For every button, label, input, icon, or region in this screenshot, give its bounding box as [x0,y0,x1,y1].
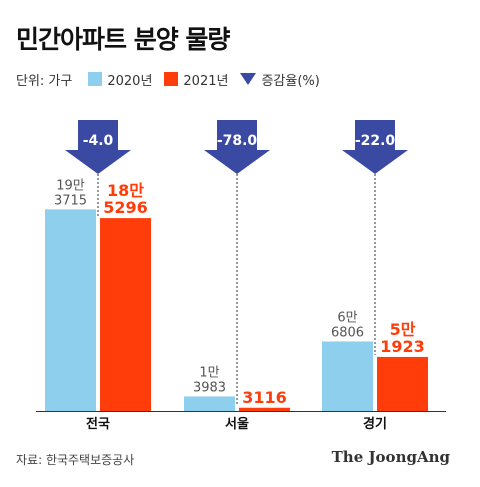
category-label: 경기 [363,416,387,432]
brand-logo: The JoongAng [331,448,450,466]
data-label: 3715 [54,193,87,208]
change-arrow [65,120,131,174]
legend-label-change: 증감율(%) [261,73,320,89]
chart-title: 민간아파트 분양 물량 [16,25,230,54]
data-label: 19만 [56,178,85,193]
data-label: 3983 [193,380,226,395]
category-label: 전국 [86,416,110,432]
unit-label: 단위: 가구 [16,73,73,89]
legend-item-change: 증감율(%) [240,70,320,89]
change-label: -4.0 [83,133,114,149]
change-arrow [342,120,408,174]
data-label: 5296 [103,198,148,217]
data-label: 3116 [242,388,287,407]
bar-2020 [45,209,96,411]
legend-item-2021: 2021년 [164,70,228,89]
legend-label-2021: 2021년 [183,73,229,89]
legend-swatch-2020 [88,72,103,86]
data-label: 1만 [199,365,219,380]
change-label: -78.0 [217,133,258,149]
legend-item-2020: 2020년 [88,70,152,89]
data-label: 5만 [390,320,416,339]
legend-swatch-2021 [164,72,179,86]
data-label: 6만 [337,310,357,325]
down-arrow-icon [240,73,257,85]
legend-label-2020: 2020년 [107,73,153,89]
legend: 단위: 가구 2020년 2021년 증감율(%) [16,70,332,89]
bar-2021 [100,218,151,411]
bar-2021 [377,356,428,411]
source-note: 자료: 한국주택보증공사 [16,453,135,467]
change-arrow [204,120,270,174]
data-label: 6806 [331,325,364,340]
bar-2021 [239,407,290,411]
change-label: -22.0 [355,133,396,149]
bar-2020 [322,341,373,411]
data-label: 18만 [107,181,144,200]
bar-2020 [184,396,235,411]
category-label: 서울 [225,416,249,432]
data-label: 1923 [380,337,425,356]
